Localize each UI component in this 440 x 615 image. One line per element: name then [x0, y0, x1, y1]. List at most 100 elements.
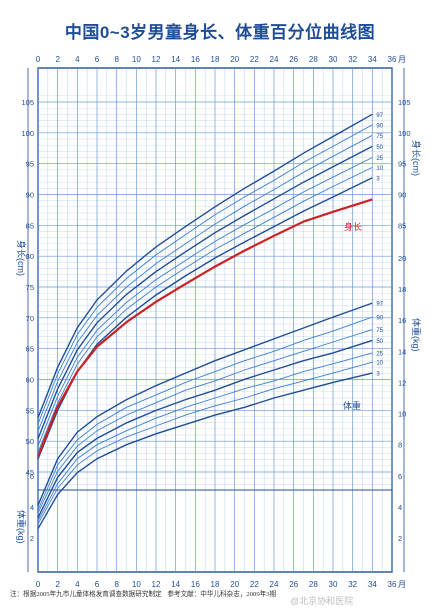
length-y-tick-left: 95	[26, 160, 34, 169]
x-tick-label-top: 28	[309, 55, 318, 64]
weight-percentile-75-line	[37, 329, 373, 514]
x-tick-label-top: 8	[114, 55, 119, 64]
weight-axis-label-right: 体重(kg)	[411, 318, 422, 352]
x-tick-label-top: 30	[329, 55, 338, 64]
length-y-tick-left: 65	[26, 345, 34, 354]
length-percentile-10-line	[37, 166, 373, 453]
length-y-tick-left: 50	[26, 437, 34, 446]
x-tick-label-top: 18	[211, 55, 220, 64]
x-unit-top: 月	[398, 55, 406, 64]
x-tick-label-top: 0	[36, 55, 41, 64]
weight-percentile-90-line	[37, 316, 373, 511]
x-tick-label-bottom: 26	[289, 580, 298, 589]
x-tick-label-top: 20	[230, 55, 239, 64]
length-percentile-97-line	[37, 113, 373, 418]
length-percentile-label: 90	[376, 123, 383, 129]
x-tick-label-top: 10	[132, 55, 141, 64]
length-percentile-25-line	[37, 157, 373, 447]
x-unit-bottom: 月	[398, 580, 406, 589]
length-percentile-label: 3	[376, 176, 380, 182]
weight-y-tick-left: 4	[30, 503, 34, 512]
weight-y-tick-right: 14	[398, 347, 406, 356]
x-tick-label-bottom: 4	[75, 580, 80, 589]
x-tick-label-top: 34	[368, 55, 377, 64]
x-tick-label-bottom: 10	[132, 580, 141, 589]
length-axis-label-right: 身长(cm)	[411, 140, 422, 176]
x-tick-label-top: 36	[388, 55, 397, 64]
x-tick-label-top: 6	[95, 55, 100, 64]
x-tick-label-bottom: 2	[55, 580, 60, 589]
length-y-tick-left: 100	[21, 129, 34, 138]
weight-y-tick-left: 6	[30, 472, 34, 481]
length-percentile-50-line	[37, 145, 373, 439]
weight-percentile-label: 97	[376, 302, 383, 308]
x-tick-label-bottom: 6	[95, 580, 100, 589]
weight-y-tick-right: 10	[398, 410, 406, 419]
length-y-tick-left: 70	[26, 314, 34, 323]
weight-percentile-label: 10	[376, 361, 383, 367]
length-y-tick-left: 105	[21, 98, 34, 107]
length-percentile-label: 97	[376, 113, 383, 119]
weight-y-tick-right: 16	[398, 316, 406, 325]
x-tick-label-bottom: 30	[329, 580, 338, 589]
chart-curves	[36, 113, 373, 530]
weight-y-tick-right: 6	[398, 472, 402, 481]
length-percentile-label: 25	[376, 156, 383, 162]
weight-percentile-50-line	[37, 339, 373, 519]
weight-percentile-97-line	[37, 302, 373, 506]
chart-labels: 0022446688101012121414161618182020222224…	[21, 55, 410, 589]
page-title: 中国0~3岁男童身长、体重百分位曲线图	[64, 23, 376, 42]
weight-percentile-label: 3	[376, 372, 380, 378]
weight-percentile-label: 90	[376, 316, 383, 322]
weight-percentile-label: 50	[376, 339, 383, 345]
weight-percentile-10-line	[37, 361, 373, 525]
length-y-tick-right: 90	[398, 191, 406, 200]
length-y-tick-left: 90	[26, 191, 34, 200]
weight-axis-label-left: 体重(kg)	[16, 510, 27, 544]
length-y-tick-right: 105	[398, 98, 411, 107]
x-tick-label-bottom: 0	[36, 580, 41, 589]
watermark: @北京协和医院	[290, 596, 354, 606]
x-tick-label-top: 24	[270, 55, 279, 64]
x-tick-label-bottom: 18	[211, 580, 220, 589]
x-tick-label-bottom: 12	[152, 580, 161, 589]
weight-y-tick-right: 12	[398, 378, 406, 387]
footnote-source: 注：根据2005年九市儿童体格发育调查数据研究制定	[10, 591, 162, 598]
x-tick-label-top: 32	[348, 55, 357, 64]
x-tick-label-top: 12	[152, 55, 161, 64]
x-tick-label-bottom: 16	[191, 580, 200, 589]
x-tick-label-bottom: 24	[270, 580, 279, 589]
weight-percentile-3-line	[37, 372, 373, 530]
length-percentile-label: 50	[376, 145, 383, 151]
length-curve-label: 身长	[344, 221, 362, 232]
length-percentile-label: 75	[376, 134, 383, 140]
x-tick-label-top: 26	[289, 55, 298, 64]
x-tick-label-top: 14	[171, 55, 180, 64]
weight-curve-label: 体重	[343, 400, 361, 411]
x-tick-label-bottom: 22	[250, 580, 259, 589]
length-y-tick-left: 85	[26, 221, 34, 230]
length-percentile-90-line	[37, 124, 373, 425]
length-y-tick-left: 80	[26, 252, 34, 261]
weight-y-tick-right: 20	[398, 254, 406, 263]
length-percentile-label: 10	[376, 166, 383, 172]
weight-y-tick-left: 2	[30, 534, 34, 543]
footnote: 注：根据2005年九市儿童体格发育调查数据研究制定 参考文献：中华儿科杂志，20…	[10, 588, 430, 598]
x-tick-label-top: 16	[191, 55, 200, 64]
x-tick-label-top: 4	[75, 55, 80, 64]
length-y-tick-right: 85	[398, 221, 406, 230]
x-tick-label-bottom: 28	[309, 580, 318, 589]
weight-percentile-label: 75	[376, 328, 383, 334]
x-tick-label-top: 22	[250, 55, 259, 64]
weight-y-tick-right: 18	[398, 285, 406, 294]
x-tick-label-bottom: 32	[348, 580, 357, 589]
length-y-tick-right: 95	[398, 160, 406, 169]
length-percentile-75-line	[37, 134, 373, 432]
x-tick-label-bottom: 36	[388, 580, 397, 589]
length-y-tick-left: 75	[26, 283, 34, 292]
footnote-reference: 参考文献：中华儿科杂志，2009年3期	[167, 591, 277, 598]
x-tick-label-bottom: 34	[368, 580, 377, 589]
length-y-tick-left: 55	[26, 406, 34, 415]
x-tick-label-bottom: 14	[171, 580, 180, 589]
